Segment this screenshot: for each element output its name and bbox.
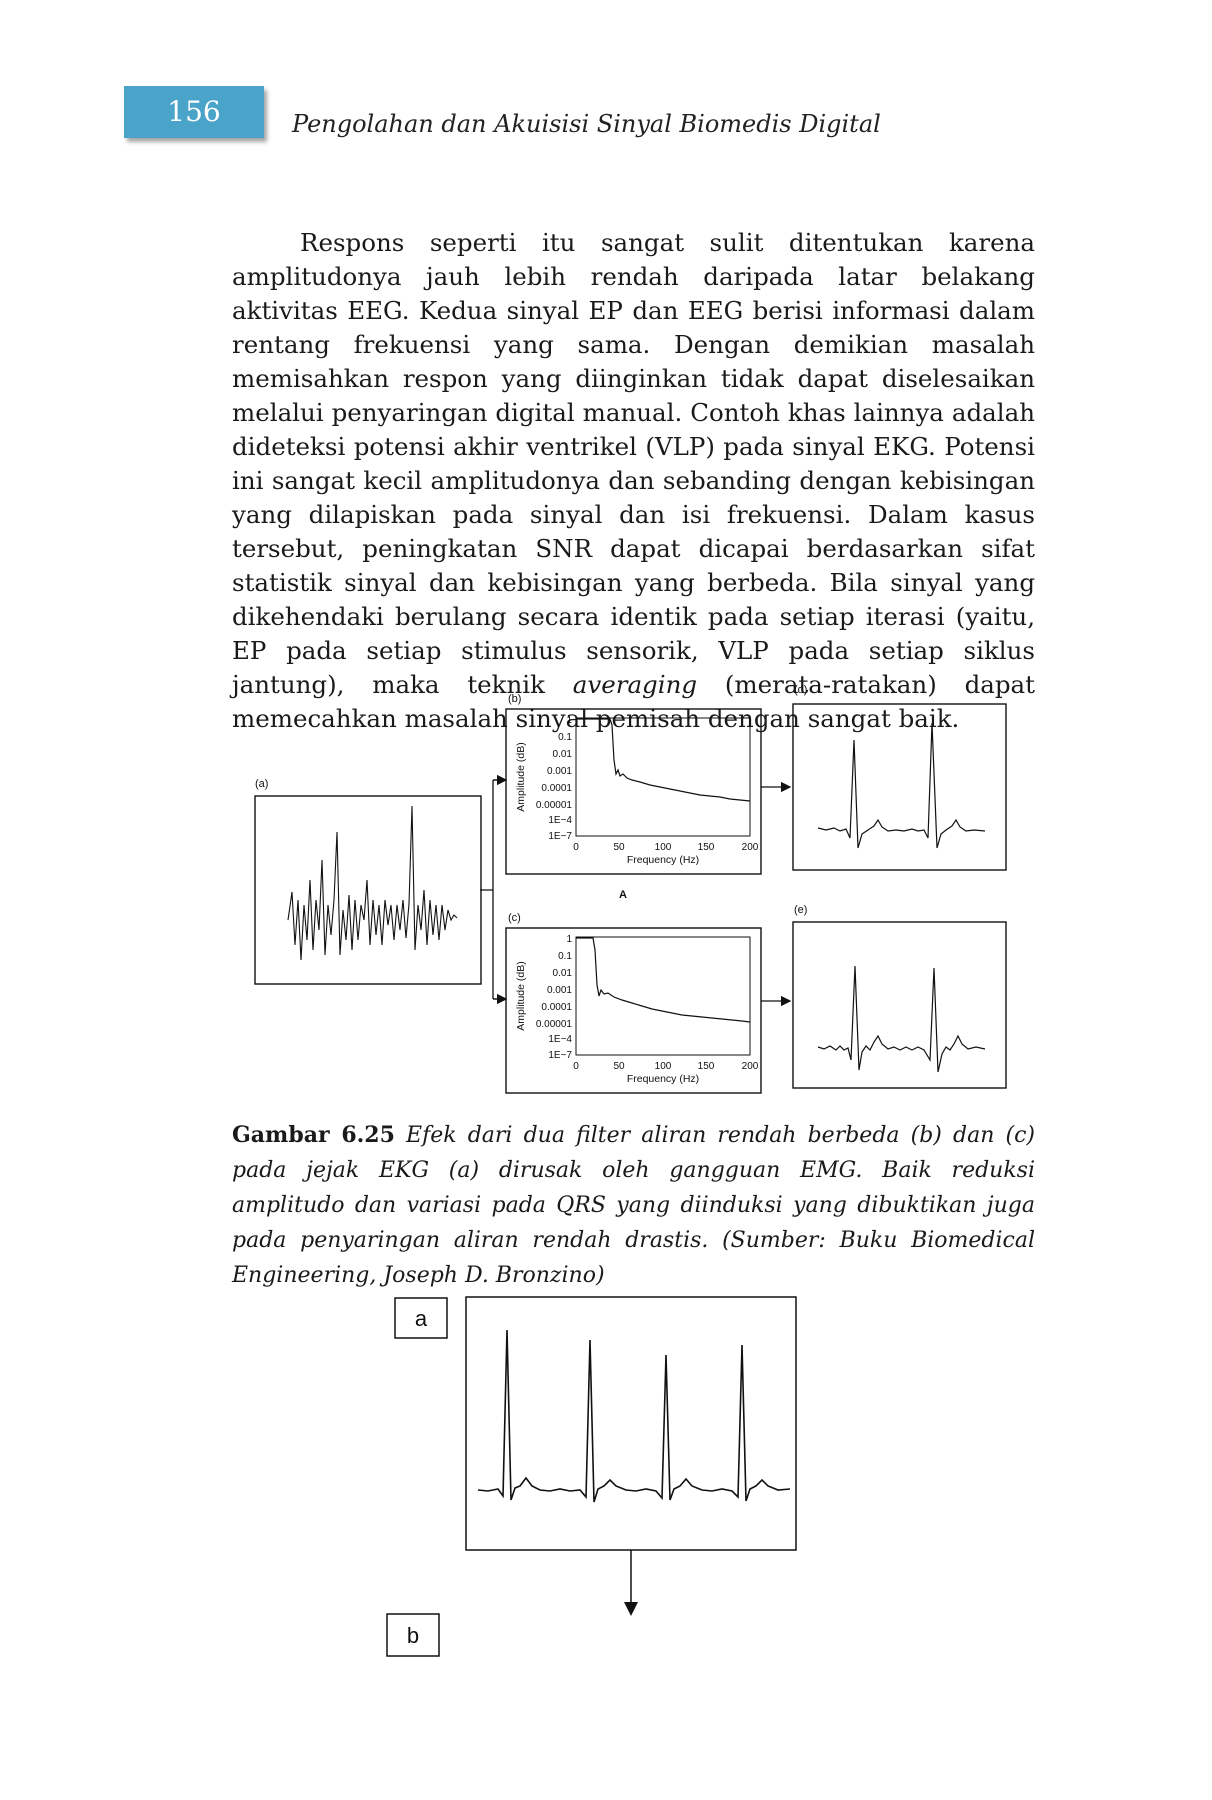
b-y-axis-label: Amplitude (dB) bbox=[515, 742, 527, 811]
c-xtick-4: 150 bbox=[698, 1061, 715, 1072]
panel-e-label: (e) bbox=[794, 904, 807, 916]
panel-c-frame bbox=[505, 927, 762, 1094]
b-ytick-5: 0.0001 bbox=[541, 783, 572, 794]
panel-c-y-ticks: 1 0.1 0.01 0.001 0.0001 0.00001 1E−4 1E−… bbox=[536, 934, 573, 1061]
label-b: b bbox=[407, 1623, 419, 1648]
b-frequency-response-curve bbox=[576, 718, 751, 802]
b-xtick-4: 150 bbox=[698, 842, 715, 853]
c-ytick-8: 1E−7 bbox=[548, 1050, 572, 1061]
b-ytick-7: 1E−4 bbox=[548, 815, 572, 826]
body-paragraph: Respons seperti itu sangat sulit ditentu… bbox=[232, 226, 1035, 736]
b-xtick-5: 200 bbox=[742, 842, 759, 853]
panel-e-frame bbox=[792, 921, 1007, 1089]
b-ytick-2: 0.1 bbox=[558, 732, 572, 743]
label-a: a bbox=[415, 1306, 428, 1331]
b-ytick-8: 1E−7 bbox=[548, 831, 572, 842]
ecg-trace bbox=[477, 1329, 791, 1503]
c-frequency-response-curve bbox=[576, 937, 751, 1023]
paragraph-emphasis: averaging bbox=[572, 670, 698, 699]
c-y-axis-label: Amplitude (dB) bbox=[515, 961, 527, 1030]
b-ytick-6: 0.00001 bbox=[536, 800, 573, 811]
b-xtick-3: 100 bbox=[655, 842, 672, 853]
e-filtered-ecg-trace bbox=[817, 965, 986, 1073]
c-ytick-6: 0.00001 bbox=[536, 1019, 573, 1030]
b-ytick-1: 1 bbox=[566, 715, 572, 726]
caption-label: Gambar 6.25 bbox=[232, 1122, 395, 1148]
c-ytick-1: 1 bbox=[566, 934, 572, 945]
panel-c-x-ticks: 0 50 100 150 200 bbox=[573, 1061, 759, 1072]
page-number: 156 bbox=[124, 86, 264, 138]
label-box-a bbox=[394, 1297, 448, 1339]
noisy-ecg-trace bbox=[287, 805, 458, 961]
b-xtick-2: 50 bbox=[613, 842, 625, 853]
c-ytick-3: 0.01 bbox=[553, 968, 573, 979]
panel-c-label: (c) bbox=[508, 912, 521, 924]
down-arrow-icon bbox=[624, 1602, 638, 1616]
c-ytick-7: 1E−4 bbox=[548, 1034, 572, 1045]
b-xtick-1: 0 bbox=[573, 842, 579, 853]
panel-b-label: (b) bbox=[508, 693, 521, 705]
c-ytick-2: 0.1 bbox=[558, 951, 572, 962]
c-ytick-4: 0.001 bbox=[547, 985, 572, 996]
c-x-axis-label: Frequency (Hz) bbox=[627, 1073, 699, 1085]
b-x-axis-label: Frequency (Hz) bbox=[627, 854, 699, 866]
panel-b-plot-area bbox=[575, 717, 751, 837]
c-xtick-5: 200 bbox=[742, 1061, 759, 1072]
c-xtick-3: 100 bbox=[655, 1061, 672, 1072]
d-filtered-ecg-trace bbox=[817, 722, 986, 849]
center-label-a: A bbox=[619, 889, 627, 901]
figure-caption: Gambar 6.25 Efek dari dua filter aliran … bbox=[232, 1118, 1035, 1293]
panel-b-x-ticks: 0 50 100 150 200 bbox=[573, 842, 759, 853]
b-ytick-3: 0.01 bbox=[553, 749, 573, 760]
b-ytick-4: 0.001 bbox=[547, 766, 572, 777]
running-title: Pengolahan dan Akuisisi Sinyal Biomedis … bbox=[292, 110, 881, 138]
split-connector bbox=[480, 779, 504, 1000]
paragraph-text-1: Respons seperti itu sangat sulit ditentu… bbox=[232, 228, 1035, 699]
panel-b-y-ticks: 1 0.1 0.01 0.001 0.0001 0.00001 1E−4 1E−… bbox=[536, 715, 573, 842]
caption-text: Efek dari dua filter aliran rendah berbe… bbox=[232, 1123, 1035, 1288]
c-ytick-5: 0.0001 bbox=[541, 1002, 572, 1013]
c-xtick-2: 50 bbox=[613, 1061, 625, 1072]
c-xtick-1: 0 bbox=[573, 1061, 579, 1072]
ecg-frame bbox=[465, 1296, 797, 1551]
label-box-b bbox=[386, 1613, 440, 1657]
panel-c-plot-area bbox=[575, 936, 751, 1056]
panel-b-frame bbox=[505, 708, 762, 875]
panel-a-label: (a) bbox=[255, 778, 268, 790]
panel-d-frame bbox=[792, 703, 1007, 871]
panel-d-label: (d) bbox=[794, 684, 807, 696]
